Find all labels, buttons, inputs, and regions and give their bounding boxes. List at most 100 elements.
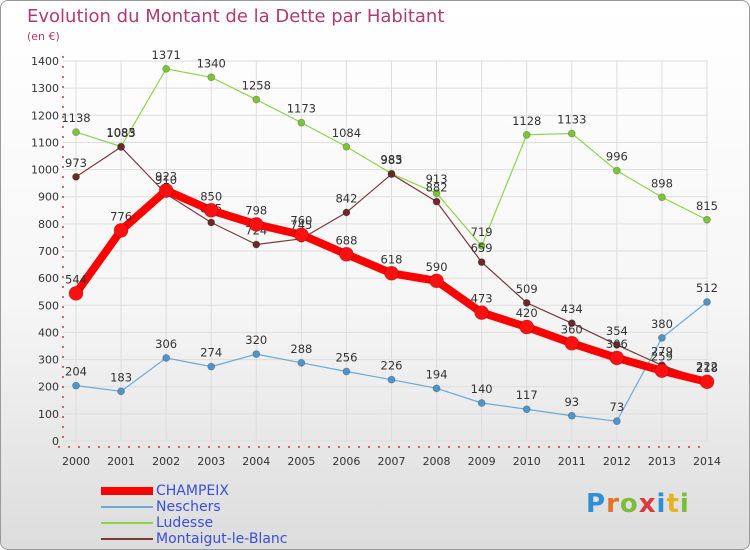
data-point-neschers <box>432 384 441 393</box>
data-point-ludesse <box>162 64 171 73</box>
data-label-neschers: 226 <box>381 359 403 373</box>
x-tick-label: 2011 <box>558 455 586 468</box>
y-tick-label: 500 <box>38 299 59 312</box>
y-tick-label: 1000 <box>31 164 59 177</box>
data-point-montaigut-le-blanc <box>567 319 576 328</box>
data-point-montaigut-le-blanc <box>432 197 441 206</box>
x-tick-label: 2006 <box>332 455 360 468</box>
x-tick-label: 2005 <box>287 455 315 468</box>
data-point-ludesse <box>477 241 486 250</box>
y-tick-label: 1200 <box>31 109 59 122</box>
y-tick-label: 800 <box>38 218 59 231</box>
data-label-ludesse: 1138 <box>61 111 90 125</box>
data-label-ludesse: 1085 <box>106 126 135 140</box>
data-label-montaigut-le-blanc: 882 <box>426 181 448 195</box>
data-point-neschers <box>162 354 171 362</box>
data-point-neschers <box>207 362 216 371</box>
x-tick-label: 2008 <box>423 455 451 468</box>
data-label-neschers: 256 <box>335 351 357 365</box>
legend-swatch <box>101 522 153 524</box>
data-label-neschers: 274 <box>200 346 222 360</box>
y-tick-label: 1100 <box>31 136 59 149</box>
data-label-champeix: 760 <box>290 214 312 228</box>
data-point-ludesse <box>658 193 666 202</box>
y-tick-label: 700 <box>38 245 59 258</box>
legend-label: Neschers <box>156 499 221 515</box>
data-label-montaigut-le-blanc: 509 <box>516 282 538 296</box>
legend: CHAMPEIX Neschers Ludesse Montaigut-le-Blan… <box>101 483 401 547</box>
data-point-montaigut-le-blanc <box>117 143 125 151</box>
data-label-ludesse: 1133 <box>557 112 586 126</box>
logo-letter: x <box>638 489 657 519</box>
data-label-champeix: 420 <box>516 306 538 320</box>
data-point-ludesse <box>72 128 80 137</box>
data-label-montaigut-le-blanc: 842 <box>335 191 357 205</box>
logo-letter: t <box>666 489 680 519</box>
data-label-montaigut-le-blanc: 983 <box>381 153 403 167</box>
legend-item: Neschers <box>101 499 401 515</box>
logo-letter: i <box>656 489 667 519</box>
data-label-champeix: 218 <box>696 361 718 375</box>
data-point-neschers <box>522 405 531 414</box>
logo-letter: P <box>586 489 607 519</box>
data-label-neschers: 73 <box>610 400 625 414</box>
legend-label: Ludesse <box>156 515 214 531</box>
data-label-champeix: 798 <box>245 203 267 217</box>
data-label-champeix: 850 <box>200 189 222 203</box>
data-label-ludesse: 1128 <box>512 114 541 128</box>
data-point-ludesse <box>342 142 351 151</box>
data-label-champeix: 590 <box>426 260 448 274</box>
x-tick-label: 2001 <box>107 455 135 468</box>
legend-item: Ludesse <box>101 515 401 531</box>
data-label-ludesse: 1340 <box>197 56 226 70</box>
data-label-neschers: 320 <box>245 333 267 347</box>
data-point-champeix <box>384 265 399 281</box>
data-point-champeix <box>699 374 715 390</box>
legend-label: CHAMPEIX <box>156 483 229 499</box>
data-label-montaigut-le-blanc: 910 <box>155 173 177 187</box>
data-point-champeix <box>654 363 670 379</box>
data-point-ludesse <box>522 130 531 139</box>
legend-item: Montaigut-le-Blanc <box>101 531 401 547</box>
data-label-montaigut-le-blanc: 434 <box>561 302 583 316</box>
data-label-champeix: 923 <box>155 169 177 183</box>
data-label-champeix: 473 <box>471 292 493 306</box>
legend-item: CHAMPEIX <box>101 483 401 499</box>
data-label-neschers: 183 <box>110 370 132 384</box>
y-tick-label: 0 <box>52 435 59 448</box>
legend-label: Montaigut-le-Blanc <box>156 531 288 547</box>
data-point-neschers <box>342 367 351 376</box>
data-point-ludesse <box>432 189 441 198</box>
data-label-ludesse: 1258 <box>242 79 271 93</box>
data-point-champeix <box>248 216 264 232</box>
data-label-neschers: 306 <box>155 337 177 351</box>
legend-swatch <box>101 506 153 508</box>
proxiti-logo: Proxiti <box>586 489 690 519</box>
data-point-champeix <box>519 319 535 335</box>
data-label-champeix: 259 <box>651 350 673 364</box>
data-label-neschers: 194 <box>426 367 448 381</box>
data-label-neschers: 204 <box>65 365 87 379</box>
data-point-neschers <box>387 375 396 384</box>
chart-unit: (en €) <box>27 30 60 43</box>
y-tick-label: 200 <box>38 381 59 394</box>
data-point-champeix <box>429 273 444 289</box>
data-label-ludesse: 1084 <box>332 126 361 140</box>
data-label-champeix: 306 <box>606 337 628 351</box>
data-point-ludesse <box>207 73 216 82</box>
data-label-montaigut-le-blanc: 1083 <box>106 126 135 140</box>
data-label-ludesse: 1371 <box>152 48 181 62</box>
data-point-neschers <box>117 387 125 396</box>
data-label-neschers: 512 <box>696 281 718 295</box>
data-label-champeix: 544 <box>65 272 87 286</box>
x-tick-label: 2002 <box>152 455 180 468</box>
data-point-neschers <box>658 333 666 342</box>
data-point-champeix <box>158 183 174 198</box>
data-label-champeix: 688 <box>335 233 357 247</box>
data-label-champeix: 618 <box>381 252 403 266</box>
data-label-montaigut-le-blanc: 659 <box>471 241 493 255</box>
y-tick-label: 1400 <box>31 55 59 68</box>
y-tick-label: 400 <box>38 326 59 339</box>
data-point-montaigut-le-blanc <box>522 298 531 307</box>
